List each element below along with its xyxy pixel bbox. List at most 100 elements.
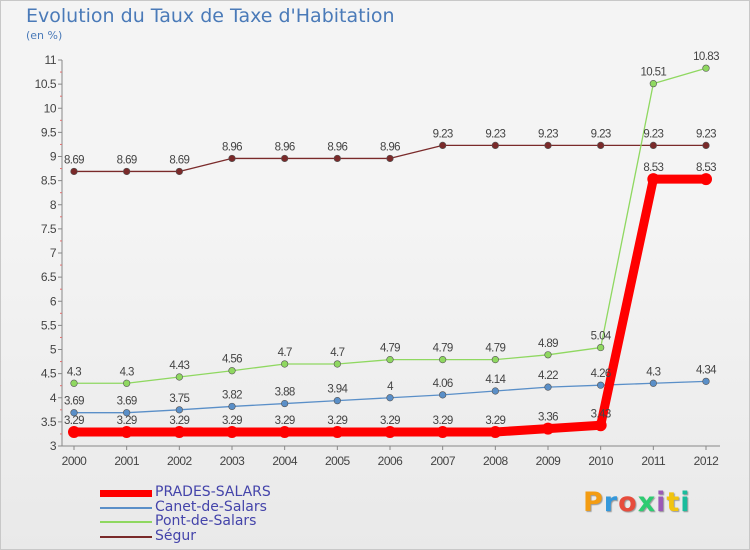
x-tick-label: 2000 xyxy=(62,454,88,468)
data-point xyxy=(175,373,183,381)
data-label: 8.69 xyxy=(169,154,189,166)
data-label: 4.22 xyxy=(538,370,558,382)
data-point xyxy=(120,426,133,439)
x-tick-label: 2007 xyxy=(430,454,456,468)
data-point xyxy=(649,80,657,88)
logo-letter: t xyxy=(666,487,681,518)
data-label: 3.29 xyxy=(117,415,137,427)
data-label: 3.88 xyxy=(275,387,295,399)
data-label: 4.14 xyxy=(485,374,506,386)
data-point xyxy=(649,141,657,150)
y-tick-label: 10 xyxy=(44,101,57,115)
x-tick-label: 2001 xyxy=(114,454,140,468)
legend-swatch xyxy=(100,521,152,523)
data-point xyxy=(228,402,236,411)
y-tick-label: 10.5 xyxy=(35,77,57,91)
data-label: 4.3 xyxy=(67,366,81,378)
data-point xyxy=(597,343,605,352)
x-tick-label: 2012 xyxy=(694,454,720,468)
data-point xyxy=(173,426,186,439)
x-tick-label: 2010 xyxy=(588,454,614,468)
data-point xyxy=(384,426,396,439)
y-tick-label: 5 xyxy=(50,343,57,357)
data-point xyxy=(333,397,341,405)
y-tick-label: 8 xyxy=(50,198,57,212)
data-label: 3.69 xyxy=(117,396,137,408)
data-label: 3.69 xyxy=(64,396,84,408)
data-label: 8.96 xyxy=(222,141,242,153)
data-label: 4 xyxy=(387,381,394,393)
data-label: 3.75 xyxy=(169,393,189,405)
data-point xyxy=(175,167,183,176)
data-point xyxy=(70,409,78,417)
logo-letter: o xyxy=(618,487,638,518)
data-label: 4.3 xyxy=(646,366,660,378)
x-tick-label: 2005 xyxy=(325,454,351,468)
data-point xyxy=(333,154,341,163)
unit-label: (en %) xyxy=(26,29,63,42)
data-point xyxy=(700,173,712,186)
x-tick-label: 2006 xyxy=(378,454,404,468)
data-point xyxy=(228,367,236,375)
data-point xyxy=(281,360,289,368)
data-point xyxy=(123,379,131,387)
data-point xyxy=(647,173,660,186)
data-point xyxy=(489,426,502,439)
data-label: 3.29 xyxy=(275,415,295,427)
data-label: 3.29 xyxy=(433,415,453,427)
data-label: 4.89 xyxy=(538,338,558,350)
y-tick-label: 4.5 xyxy=(41,367,57,381)
logo-letter: r xyxy=(603,487,619,518)
data-label: 4.7 xyxy=(278,347,292,359)
logo-letter: x xyxy=(637,487,657,518)
data-point xyxy=(702,141,710,150)
data-label: 4.79 xyxy=(485,343,505,355)
y-tick-label: 7.5 xyxy=(41,222,57,236)
x-tick-label: 2003 xyxy=(220,454,246,468)
y-tick-label: 5.5 xyxy=(41,318,57,332)
logo-letter: P xyxy=(583,487,604,518)
data-label: 8.69 xyxy=(64,154,84,166)
data-point xyxy=(491,356,499,364)
data-point xyxy=(439,391,447,399)
y-tick-label: 4 xyxy=(50,391,57,405)
data-label: 4.56 xyxy=(222,354,242,366)
data-label: 10.83 xyxy=(693,51,719,63)
y-tick-label: 3 xyxy=(50,439,57,453)
data-point xyxy=(386,154,394,163)
data-label: 4.43 xyxy=(169,360,189,372)
data-point xyxy=(226,426,238,439)
data-point xyxy=(439,356,447,364)
data-label: 9.23 xyxy=(643,128,663,140)
data-label: 3.29 xyxy=(64,415,84,427)
y-tick-label: 7 xyxy=(50,246,57,260)
legend-swatch xyxy=(100,489,152,497)
data-point xyxy=(278,426,291,439)
data-label: 9.23 xyxy=(591,128,611,140)
data-label: 8.53 xyxy=(643,162,663,174)
chart-title: Evolution du Taux de Taxe d'Habitation xyxy=(26,5,395,27)
data-label: 3.29 xyxy=(222,415,242,427)
logo-letter: i xyxy=(656,487,667,518)
data-label: 3.94 xyxy=(327,384,348,396)
data-label: 8.96 xyxy=(327,141,347,153)
data-label: 10.51 xyxy=(640,67,666,79)
data-point xyxy=(70,379,78,387)
data-label: 3.29 xyxy=(485,415,505,427)
legend-label: Canet-de-Salars xyxy=(155,498,267,515)
data-label: 3.36 xyxy=(538,412,558,424)
legend-swatch xyxy=(100,535,152,538)
data-point xyxy=(702,377,710,385)
x-tick-label: 2009 xyxy=(536,454,562,468)
legend-swatch xyxy=(100,506,152,509)
data-label: 4.3 xyxy=(120,366,134,378)
y-tick-label: 8.5 xyxy=(41,174,57,188)
data-label: 4.79 xyxy=(433,343,453,355)
x-tick-label: 2004 xyxy=(272,454,298,468)
y-tick-label: 9.5 xyxy=(41,125,57,139)
data-point xyxy=(702,64,710,72)
y-tick-label: 6 xyxy=(50,294,57,308)
data-label: 3.29 xyxy=(380,415,400,427)
y-tick-label: 9 xyxy=(50,150,57,164)
